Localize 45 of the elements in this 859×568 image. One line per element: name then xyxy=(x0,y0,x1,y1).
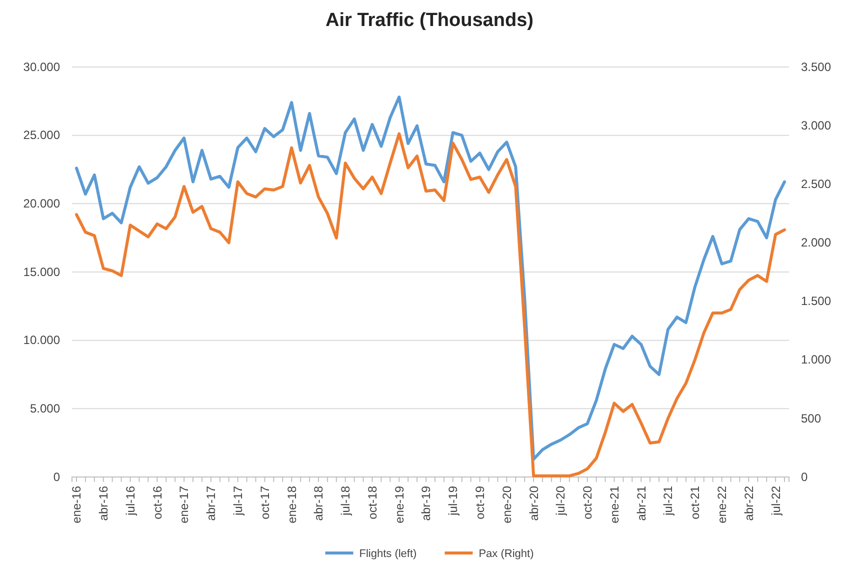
x-tick-label: jul-20 xyxy=(554,486,568,516)
x-tick-label: jul-18 xyxy=(338,486,353,516)
y-tick-label: 25.000 xyxy=(23,128,60,142)
x-tick-label: jul-17 xyxy=(231,486,246,516)
y2-tick-label: 500 xyxy=(801,411,822,426)
y-tick-label: 30.000 xyxy=(23,60,60,74)
x-tick-label: ene-17 xyxy=(177,486,192,524)
x-tick-label: ene-20 xyxy=(500,486,514,524)
y2-tick-label: 2.500 xyxy=(801,176,832,191)
x-tick-label: ene-19 xyxy=(392,486,406,524)
x-tick-label: oct-16 xyxy=(150,486,164,520)
y2-tick-label: 3.000 xyxy=(801,118,832,132)
x-tick-label: jul-22 xyxy=(768,486,783,516)
x-tick-label: jul-19 xyxy=(446,486,460,516)
y2-tick-label: 2.000 xyxy=(801,236,832,250)
y-tick-label: 5.000 xyxy=(30,402,60,416)
y-tick-label: 0 xyxy=(53,470,60,484)
y-tick-label: 10.000 xyxy=(23,333,60,348)
x-tick-label: oct-19 xyxy=(472,486,487,520)
x-tick-label: abr-20 xyxy=(526,486,541,521)
x-tick-label: abr-18 xyxy=(312,486,326,521)
x-tick-label: oct-17 xyxy=(258,486,272,520)
x-tick-label: abr-19 xyxy=(419,486,434,521)
x-tick-label: jul-21 xyxy=(661,486,676,516)
x-tick-label: ene-21 xyxy=(607,486,622,524)
x-tick-label: oct-20 xyxy=(580,486,595,520)
x-tick-label: jul-16 xyxy=(123,486,138,516)
y2-tick-label: 0 xyxy=(801,470,808,484)
x-tick-label: ene-22 xyxy=(714,486,729,524)
legend-label: Flights (left) xyxy=(359,548,417,560)
x-tick-label: abr-22 xyxy=(742,486,756,521)
legend-label: Pax (Right) xyxy=(478,548,534,560)
x-tick-label: oct-18 xyxy=(365,486,380,520)
x-tick-label: abr-21 xyxy=(634,486,648,521)
x-tick-label: abr-17 xyxy=(204,486,218,521)
x-tick-label: abr-16 xyxy=(96,486,111,521)
y2-tick-label: 1.500 xyxy=(801,294,832,308)
x-tick-label: ene-16 xyxy=(70,486,84,524)
y2-tick-label: 1.000 xyxy=(801,352,832,367)
x-tick-label: oct-21 xyxy=(688,486,702,520)
y-tick-label: 20.000 xyxy=(23,196,60,211)
y2-tick-label: 3.500 xyxy=(801,60,832,74)
x-tick-label: ene-18 xyxy=(284,486,299,524)
chart-title: Air Traffic (Thousands) xyxy=(326,10,534,31)
y-tick-label: 15.000 xyxy=(23,264,60,279)
